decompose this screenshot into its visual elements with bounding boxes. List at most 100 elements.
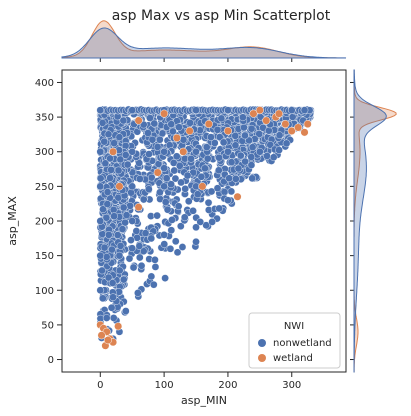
point-nonwetland [141,229,150,237]
point-nonwetland [178,243,187,251]
point-nonwetland [104,130,113,139]
point-nonwetland [161,274,169,282]
y-tick-label: 400 [35,78,54,89]
point-nonwetland [215,153,223,162]
marginal-x-kde [61,20,347,62]
point-nonwetland [96,217,105,225]
point-nonwetland [134,289,142,297]
marginal-y-kde [350,69,397,373]
legend: NWI nonwetland wetland [248,312,341,369]
point-nonwetland [186,119,194,127]
x-axis-ticks: 0 100 200 300 [97,372,301,391]
point-nonwetland [99,294,107,303]
point-nonwetland [208,218,216,226]
scatter-points [96,105,315,350]
point-wetland [160,109,169,118]
point-nonwetland [263,152,271,160]
x-tick-label: 200 [218,380,237,391]
point-nonwetland [173,248,182,257]
point-nonwetland [119,116,128,125]
y-axis-ticks: 0 50 100 150 200 250 300 350 400 [35,78,62,366]
point-nonwetland [214,166,223,175]
point-nonwetland [215,133,224,141]
point-nonwetland [119,203,128,212]
point-nonwetland [149,280,158,289]
point-nonwetland [96,106,105,114]
point-nonwetland [275,146,283,154]
point-nonwetland [210,139,219,147]
point-nonwetland [137,261,146,270]
legend-marker-nonwetland [258,339,266,347]
point-nonwetland [113,231,122,239]
legend-label-wetland: wetland [273,353,313,364]
point-nonwetland [128,217,137,225]
point-nonwetland [192,223,200,232]
point-nonwetland [108,245,116,254]
point-nonwetland [109,206,118,214]
x-axis-label: asp_MIN [181,394,227,407]
point-wetland [179,147,188,156]
point-wetland [114,322,123,331]
y-tick-label: 300 [35,147,54,158]
point-nonwetland [110,212,118,220]
point-nonwetland [125,254,134,263]
point-nonwetland [247,124,256,133]
point-nonwetland [160,147,168,156]
point-nonwetland [145,150,153,158]
kde-x-nonwetland [61,27,347,59]
x-tick-label: 0 [97,380,103,391]
point-nonwetland [213,125,222,134]
point-nonwetland [98,266,106,275]
point-nonwetland [132,227,141,235]
point-nonwetland [275,131,284,140]
point-nonwetland [202,221,210,230]
point-wetland [233,192,242,201]
point-nonwetland [121,218,129,227]
point-nonwetland [217,114,226,123]
point-nonwetland [170,166,179,175]
point-nonwetland [96,174,105,183]
point-nonwetland [96,147,105,156]
point-wetland [97,331,106,340]
point-nonwetland [160,240,169,248]
point-wetland [300,128,309,137]
point-nonwetland [180,213,189,222]
point-nonwetland [168,216,176,224]
point-nonwetland [128,147,137,156]
point-nonwetland [224,106,232,114]
point-wetland [172,133,181,142]
point-nonwetland [171,174,180,183]
x-tick-label: 300 [282,380,301,391]
point-nonwetland [115,251,124,260]
point-nonwetland [153,143,162,151]
point-nonwetland [227,187,236,196]
point-nonwetland [175,162,184,170]
point-nonwetland [207,133,215,141]
point-nonwetland [107,303,116,312]
point-nonwetland [102,213,111,222]
point-nonwetland [167,120,176,128]
point-nonwetland [119,275,128,284]
point-nonwetland [183,171,192,180]
point-nonwetland [248,143,257,152]
point-nonwetland [151,263,160,271]
point-wetland [204,119,213,129]
point-nonwetland [192,147,200,156]
point-nonwetland [202,143,211,152]
point-nonwetland [160,182,168,191]
point-nonwetland [245,136,253,145]
point-nonwetland [163,205,172,214]
y-tick-label: 250 [35,182,54,193]
point-nonwetland [207,187,216,196]
point-nonwetland [116,155,125,164]
point-nonwetland [102,253,111,261]
point-nonwetland [145,185,153,193]
point-nonwetland [122,307,130,315]
point-nonwetland [147,234,156,243]
point-nonwetland [166,245,175,253]
point-nonwetland [104,231,113,239]
point-nonwetland [203,154,212,163]
point-nonwetland [135,253,144,262]
point-wetland [223,126,232,136]
